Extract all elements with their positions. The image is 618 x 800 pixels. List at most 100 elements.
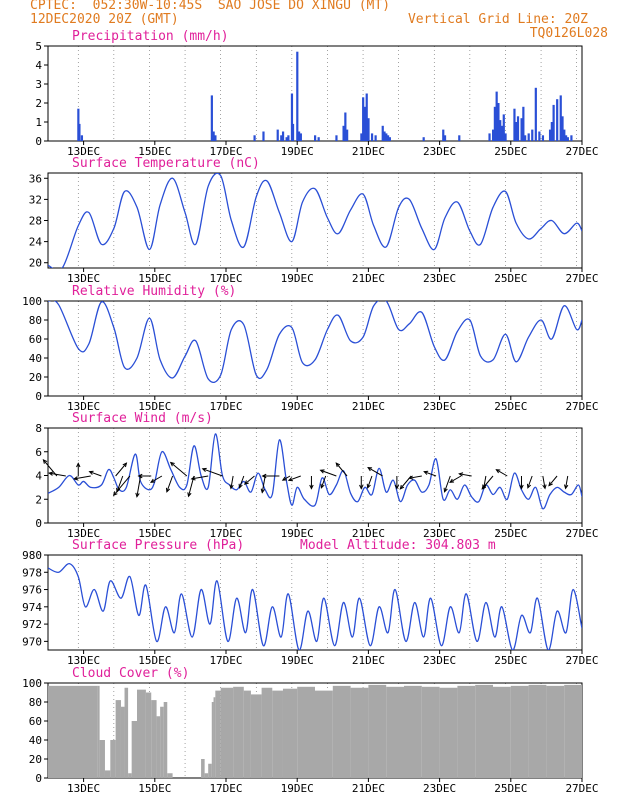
precip-bar (556, 99, 559, 141)
y-tick-label: 36 (29, 172, 42, 185)
x-tick-label: 25DEC (494, 272, 527, 285)
cloud-bar (528, 684, 547, 778)
x-tick-label: 19DEC (281, 272, 314, 285)
y-tick-label: 60 (29, 333, 42, 346)
precip-bar (502, 114, 505, 141)
cloud-bar (315, 690, 333, 778)
precip-bar (210, 95, 213, 141)
wind-arrow (548, 475, 558, 487)
x-tick-label: 17DEC (209, 400, 242, 413)
wind-arrow (115, 462, 128, 477)
y-tick-label: 980 (22, 549, 42, 562)
x-tick-label: 15DEC (138, 400, 171, 413)
wind-arrow (287, 475, 301, 482)
precip-bar (522, 106, 525, 141)
series-line (48, 433, 582, 510)
precip-bar (422, 137, 425, 141)
precip-bar (374, 135, 377, 141)
cloud-bar (145, 692, 152, 778)
wind-arrow (526, 475, 533, 489)
precip-bar (365, 93, 368, 141)
precip-bar (538, 131, 541, 141)
y-tick-label: 0 (35, 517, 42, 530)
precip-bar (299, 133, 302, 141)
wind-arrow (150, 475, 163, 483)
cloud-bar (128, 773, 132, 778)
precip-bar (492, 129, 495, 141)
x-tick-label: 19DEC (281, 527, 314, 540)
x-tick-label: 21DEC (352, 145, 385, 158)
precip-bar (566, 137, 569, 141)
precip-bar (516, 116, 520, 141)
precip-bar (360, 133, 363, 141)
wind-arrow (394, 476, 400, 490)
y-tick-label: 0 (35, 390, 42, 403)
cloud-bar (211, 702, 214, 778)
wind-arrow (320, 475, 327, 489)
cloud-bar (104, 770, 111, 778)
precip-bar (534, 87, 537, 141)
y-tick-label: 974 (22, 601, 42, 614)
precip-bar (362, 97, 365, 141)
precip-bar (493, 106, 496, 141)
precip-bar (531, 129, 534, 141)
cloud-bar (564, 684, 582, 778)
y-tick-label: 100 (22, 295, 42, 308)
cloud-bar (250, 694, 262, 778)
wind-arrow (366, 475, 373, 489)
precip-bar (564, 135, 568, 141)
panel-title: Precipitation (mm/h) (72, 29, 229, 44)
panel-frame (47, 554, 583, 651)
x-tick-label: 27DEC (565, 272, 598, 285)
x-tick-label: 13DEC (67, 400, 100, 413)
y-tick-label: 24 (29, 236, 43, 249)
y-tick-label: 0 (35, 135, 42, 148)
x-tick-label: 21DEC (352, 272, 385, 285)
x-tick-label: 23DEC (423, 272, 456, 285)
precip-bar (385, 133, 388, 141)
cloud-bar (160, 706, 164, 778)
x-tick-label: 23DEC (423, 654, 456, 667)
cloud-bar (233, 686, 244, 778)
precip-bar (287, 135, 290, 141)
x-tick-label: 25DEC (494, 782, 527, 795)
panel-title: Cloud Cover (%) (72, 666, 189, 681)
cloud-bar (110, 740, 116, 778)
precip-bar (276, 129, 279, 141)
x-tick-label: 23DEC (423, 145, 456, 158)
x-tick-label: 25DEC (494, 400, 527, 413)
precip-bar (335, 135, 338, 141)
x-tick-label: 17DEC (209, 527, 242, 540)
x-tick-label: 23DEC (423, 400, 456, 413)
cloud-bar (243, 690, 251, 778)
x-tick-label: 17DEC (209, 272, 242, 285)
y-tick-label: 4 (35, 470, 42, 483)
precip-bar (291, 123, 295, 141)
cloud-bar (439, 687, 458, 778)
wind-arrow (319, 469, 337, 477)
precip-bar (499, 120, 502, 141)
cloud-bar (272, 690, 283, 778)
wind-arrow (238, 475, 245, 489)
cloud-bar (386, 686, 404, 778)
precip-bar (383, 131, 386, 141)
y-tick-label: 976 (22, 584, 42, 597)
precip-bar (370, 133, 374, 141)
wind-arrow (481, 475, 494, 490)
y-tick-label: 4 (35, 59, 42, 72)
precip-bar (386, 135, 390, 141)
cloud-bar (475, 684, 493, 778)
x-tick-label: 19DEC (281, 145, 314, 158)
cloud-bar (201, 759, 205, 778)
x-tick-label: 15DEC (138, 782, 171, 795)
series-line (48, 301, 582, 384)
precip-bar (550, 122, 553, 141)
precip-bar (388, 137, 391, 141)
precip-bar (497, 103, 500, 141)
wind-arrow (495, 469, 508, 477)
x-tick-label: 15DEC (138, 527, 171, 540)
precip-bar (458, 135, 461, 141)
cloud-bar (404, 685, 422, 778)
wind-arrow (76, 462, 81, 476)
cloud-bar (204, 773, 209, 778)
